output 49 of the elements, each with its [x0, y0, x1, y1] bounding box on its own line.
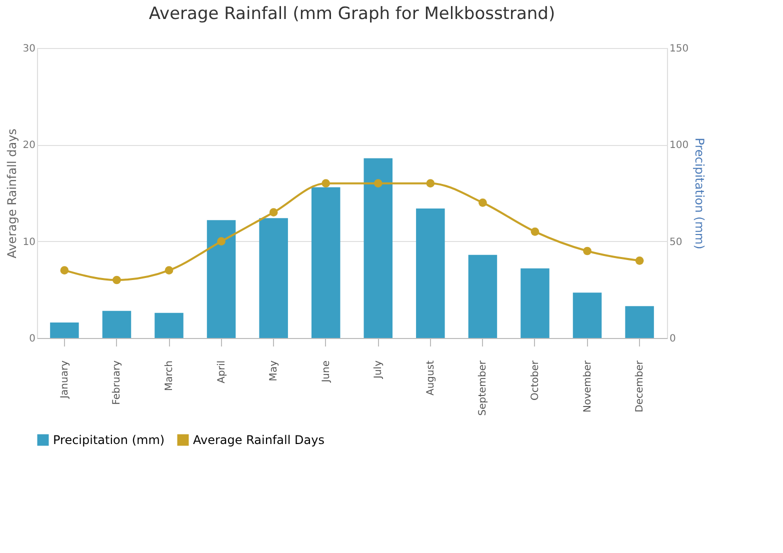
bar — [206, 220, 236, 338]
bar — [364, 158, 393, 338]
x-tick-label: February — [112, 360, 123, 405]
bar — [572, 292, 602, 338]
bar — [154, 312, 184, 338]
legend-label: Average Rainfall Days — [193, 433, 324, 447]
x-tick-label: December — [634, 360, 646, 412]
legend-label: Precipitation (mm) — [53, 433, 165, 447]
x-tick-label: March — [164, 360, 176, 391]
x-tick-label: August — [425, 360, 436, 396]
x-tick-label: June — [320, 360, 332, 384]
point — [478, 198, 487, 207]
bar — [468, 254, 498, 338]
point — [583, 246, 592, 256]
x-tick-label: September — [478, 360, 489, 416]
y2-axis-title: Precipitation (mm) — [692, 138, 707, 250]
point — [426, 179, 435, 188]
bar — [311, 187, 340, 338]
point — [112, 276, 121, 284]
x-tick-label: January — [59, 360, 70, 400]
x-tick-label: May — [268, 360, 280, 382]
point — [322, 179, 330, 188]
point — [530, 227, 540, 236]
bar — [50, 322, 79, 338]
point — [269, 208, 278, 217]
bar — [259, 218, 288, 338]
point — [217, 237, 226, 246]
bar — [416, 208, 445, 338]
y-tick-label: 30 — [22, 44, 36, 54]
point — [164, 266, 174, 275]
x-tick-label: October — [530, 360, 541, 401]
y2-tick-label: 150 — [670, 44, 689, 54]
y-tick-label: 10 — [22, 236, 36, 248]
chart-title: Average Rainfall (mm Graph for Melkbosstrand) — [148, 4, 556, 24]
y2-tick-label: 0 — [670, 334, 676, 344]
y-tick-label: 0 — [29, 334, 36, 344]
y2-tick-label: 50 — [670, 236, 682, 248]
y-tick-label: 20 — [22, 140, 36, 152]
point — [374, 179, 382, 188]
y2-tick-label: 100 — [670, 140, 689, 152]
bar — [625, 306, 654, 338]
bar — [102, 310, 132, 338]
x-tick-label: November — [582, 360, 594, 413]
x-tick-label: July — [373, 360, 384, 380]
point — [60, 266, 69, 275]
point — [635, 256, 644, 265]
y-axis-title: Average Rainfall days — [4, 128, 19, 258]
x-tick-label: April — [216, 360, 228, 384]
bar — [520, 268, 550, 338]
